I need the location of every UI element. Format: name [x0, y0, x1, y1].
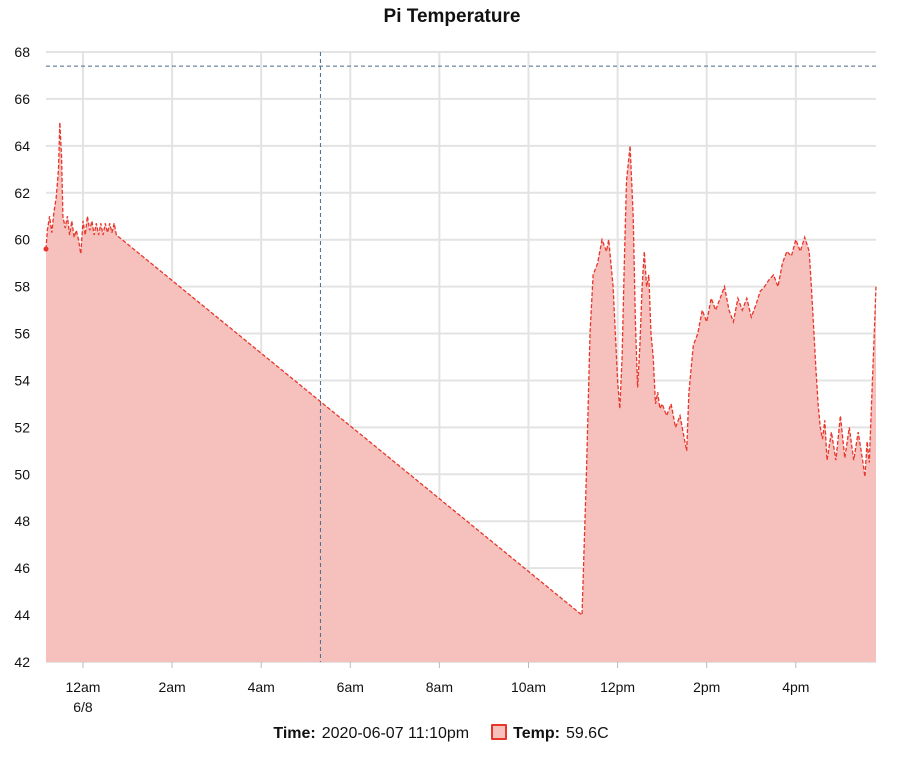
x-tick-label: 2pm	[693, 679, 720, 695]
y-tick-label: 46	[14, 560, 30, 576]
y-tick-label: 60	[14, 232, 30, 248]
y-tick-label: 50	[14, 466, 30, 482]
series-area-0	[46, 122, 876, 662]
x-tick-label: 4am	[248, 679, 275, 695]
y-tick-label: 64	[14, 138, 30, 154]
y-tick-label: 62	[14, 185, 30, 201]
y-tick-label: 68	[14, 44, 30, 60]
y-tick-label: 44	[14, 607, 30, 623]
chart-plot[interactable]: 42 44 46 48 50 52 54 56 58 60 62 64 66 68 12am 6/8 2am 4a…	[0, 0, 904, 720]
legend: Time: 2020-06-07 11:10pm Temp: 59.6C	[0, 724, 904, 743]
x-tick-label: 4pm	[782, 679, 809, 695]
series-point-marker	[43, 246, 49, 252]
legend-time-value: 2020-06-07 11:10pm	[321, 725, 470, 742]
x-tick-label: 8am	[426, 679, 453, 695]
legend-time-label: Time:	[273, 725, 316, 742]
y-tick-label: 52	[14, 419, 30, 435]
y-tick-label: 48	[14, 513, 30, 529]
y-tick-label: 58	[14, 279, 30, 295]
x-tick-label: 12am	[65, 679, 100, 695]
x-tick-label: 6am	[337, 679, 364, 695]
y-tick-label: 42	[14, 654, 30, 670]
legend-temp-swatch-icon[interactable]	[491, 724, 508, 740]
x-tick-label: 2am	[158, 679, 185, 695]
y-tick-label: 54	[14, 372, 30, 388]
chart-title: Pi Temperature	[383, 6, 521, 27]
x-tick-label: 10am	[511, 679, 546, 695]
x-tick-label: 12pm	[600, 679, 635, 695]
y-tick-label: 56	[14, 326, 30, 342]
legend-temp-value: 59.6C	[565, 725, 609, 742]
series-line-0	[45, 122, 877, 617]
legend-temp-label[interactable]: Temp:	[513, 725, 560, 742]
x-tick-sublabel: 6/8	[73, 699, 93, 715]
y-tick-label: 66	[14, 91, 30, 107]
